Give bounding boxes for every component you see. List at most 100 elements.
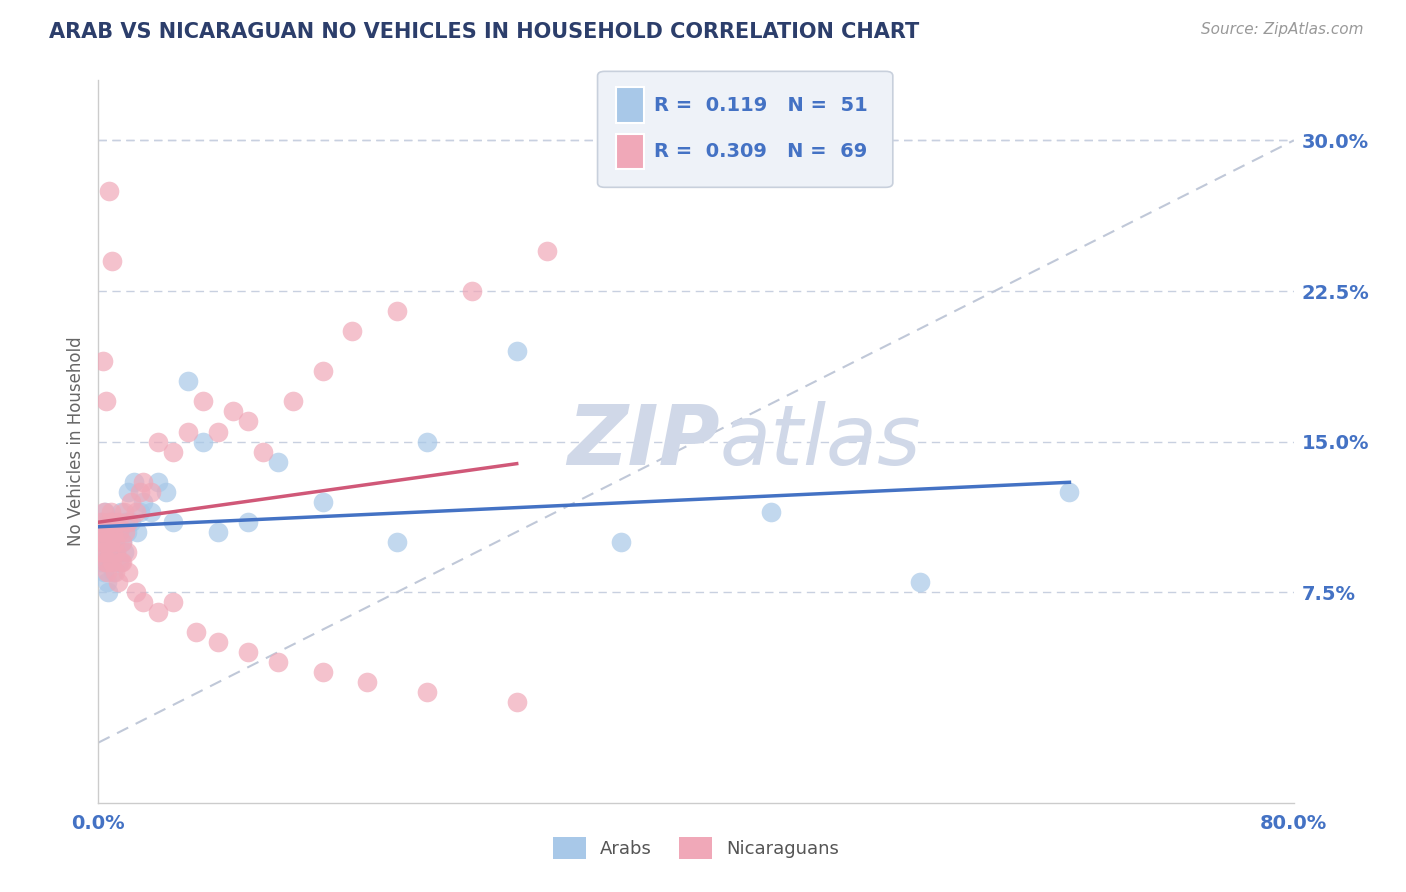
Point <box>107 524 129 539</box>
Point <box>356 675 378 690</box>
Point <box>104 515 127 529</box>
Point <box>267 455 290 469</box>
Point <box>155 484 177 499</box>
Point <box>93 565 115 579</box>
Point <box>93 535 115 549</box>
Point <box>94 524 117 539</box>
Point <box>536 244 558 258</box>
Point <box>207 425 229 439</box>
Point <box>101 555 124 569</box>
Point <box>127 524 149 539</box>
Point <box>148 605 170 619</box>
Point <box>908 575 931 590</box>
Point <box>104 565 127 579</box>
Y-axis label: No Vehicles in Household: No Vehicles in Household <box>66 336 84 547</box>
Point <box>100 505 122 519</box>
Point <box>117 565 139 579</box>
Point <box>97 184 120 198</box>
Point <box>90 515 112 529</box>
Point <box>111 555 134 569</box>
Point <box>311 364 333 378</box>
Point <box>117 484 139 499</box>
Point <box>124 475 146 489</box>
Point <box>191 394 214 409</box>
Point <box>108 524 131 539</box>
Point <box>125 585 148 599</box>
Point <box>132 475 155 489</box>
Point <box>416 685 439 699</box>
Point <box>759 505 782 519</box>
Text: R =  0.119   N =  51: R = 0.119 N = 51 <box>654 95 868 115</box>
Point <box>98 535 122 549</box>
Point <box>110 555 132 569</box>
Point <box>107 575 129 590</box>
Point <box>610 535 633 549</box>
Point <box>90 555 112 569</box>
Point <box>93 505 115 519</box>
Point <box>94 394 117 409</box>
Legend: Arabs, Nicaraguans: Arabs, Nicaraguans <box>546 830 846 866</box>
Point <box>236 645 259 659</box>
Point <box>236 414 259 429</box>
Point <box>114 524 136 539</box>
Point <box>132 595 155 609</box>
Point <box>162 515 184 529</box>
Point <box>461 284 484 298</box>
Text: atlas: atlas <box>720 401 921 482</box>
Point <box>115 524 138 539</box>
Point <box>416 434 439 449</box>
Point <box>104 535 127 549</box>
Point <box>91 545 114 559</box>
Point <box>139 484 162 499</box>
Point <box>207 635 229 649</box>
Point <box>100 524 122 539</box>
Text: R =  0.309   N =  69: R = 0.309 N = 69 <box>654 142 868 161</box>
Point <box>112 545 135 559</box>
Point <box>162 444 184 458</box>
Point <box>125 505 148 519</box>
Point <box>177 375 200 389</box>
Point <box>105 545 128 559</box>
Point <box>105 545 128 559</box>
Point <box>184 625 207 640</box>
Point <box>94 505 117 519</box>
Point <box>506 696 529 710</box>
Point <box>191 434 214 449</box>
Point <box>236 515 259 529</box>
Text: ARAB VS NICARAGUAN NO VEHICLES IN HOUSEHOLD CORRELATION CHART: ARAB VS NICARAGUAN NO VEHICLES IN HOUSEH… <box>49 22 920 42</box>
Point <box>385 535 409 549</box>
Point <box>129 484 152 499</box>
Point <box>281 394 304 409</box>
Point <box>97 555 120 569</box>
Point <box>97 585 120 599</box>
Point <box>101 565 124 579</box>
Point <box>97 515 120 529</box>
Point <box>162 595 184 609</box>
Point <box>101 545 124 559</box>
Point <box>132 494 155 508</box>
Point <box>129 505 152 519</box>
Point <box>111 535 134 549</box>
Point <box>96 555 118 569</box>
Point <box>139 505 162 519</box>
Text: ZIP: ZIP <box>567 401 720 482</box>
Point <box>114 515 136 529</box>
Point <box>148 475 170 489</box>
Point <box>103 535 125 549</box>
Point <box>385 304 409 318</box>
Point <box>89 524 111 539</box>
Point <box>91 535 114 549</box>
Point <box>207 524 229 539</box>
Point <box>1059 484 1081 499</box>
Point <box>112 505 135 519</box>
Point <box>90 545 112 559</box>
Point <box>342 324 364 338</box>
Text: Source: ZipAtlas.com: Source: ZipAtlas.com <box>1201 22 1364 37</box>
Point <box>96 575 118 590</box>
Point <box>111 535 134 549</box>
Point <box>115 545 138 559</box>
Point <box>506 344 529 359</box>
Point <box>96 555 118 569</box>
Point <box>91 535 114 549</box>
Point <box>110 505 132 519</box>
